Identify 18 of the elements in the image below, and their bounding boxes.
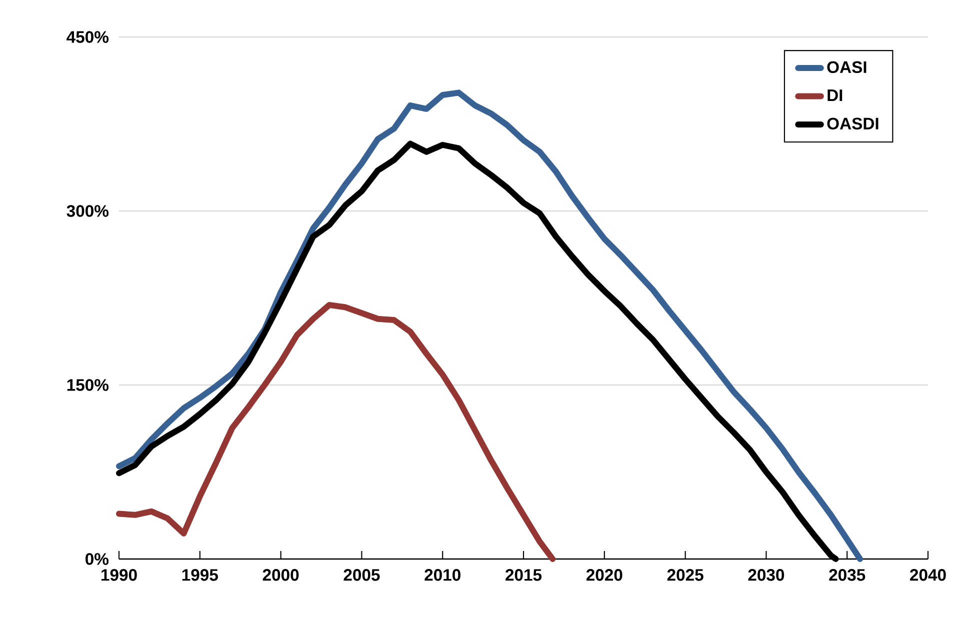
x-tick-label: 2005 (344, 569, 380, 581)
legend-label: OASI (827, 61, 866, 74)
x-tick-label: 1995 (182, 569, 218, 581)
x-tick-label: 2040 (910, 569, 946, 581)
x-tick-label: 2010 (424, 569, 460, 581)
legend-label: DI (828, 90, 842, 102)
legend-label: OASDI (827, 118, 878, 130)
y-tick-label: 0% (86, 553, 109, 565)
x-tick-label: 2015 (506, 569, 542, 581)
y-tick-label: 300% (66, 205, 109, 217)
x-tick-label: 2030 (748, 569, 784, 581)
x-tick-label: 2020 (586, 569, 622, 581)
y-tick-label: 150% (67, 379, 109, 391)
x-tick-label: 2025 (667, 569, 704, 581)
x-tick-label: 2000 (262, 569, 299, 581)
y-tick-label: 450% (66, 31, 109, 43)
x-tick-label: 2035 (829, 569, 866, 581)
x-tick-label: 1990 (102, 569, 137, 581)
